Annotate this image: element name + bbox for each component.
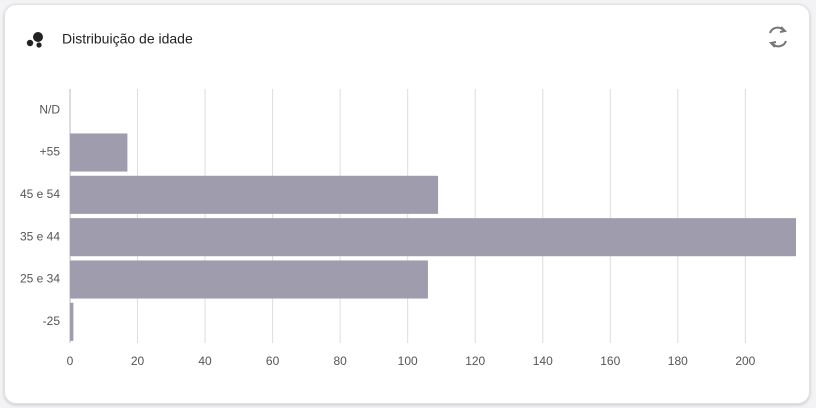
y-tick-label: N/D xyxy=(39,102,60,116)
x-tick-label: 0 xyxy=(67,354,74,368)
bar xyxy=(70,133,128,172)
x-tick-label: 180 xyxy=(668,354,688,368)
chart-icon xyxy=(26,32,43,48)
bar xyxy=(70,302,74,341)
x-tick-label: 60 xyxy=(266,354,280,368)
bar xyxy=(70,218,796,257)
chart-title: Distribuição de idade xyxy=(62,31,193,47)
x-tick-label: 40 xyxy=(198,354,212,368)
y-tick-label: 45 e 54 xyxy=(20,187,60,201)
refresh-button[interactable] xyxy=(768,26,788,48)
bar xyxy=(70,175,439,214)
x-tick-label: 20 xyxy=(131,354,145,368)
y-tick-label: 25 e 34 xyxy=(20,272,60,286)
x-tick-label: 160 xyxy=(600,354,620,368)
y-tick-label: -25 xyxy=(43,314,61,328)
x-tick-label: 120 xyxy=(465,354,485,368)
x-tick-label: 200 xyxy=(735,354,755,368)
x-tick-label: 80 xyxy=(333,354,347,368)
x-tick-label: 140 xyxy=(533,354,553,368)
y-tick-label: 35 e 44 xyxy=(20,229,60,243)
y-tick-label: +55 xyxy=(40,145,61,159)
bar xyxy=(70,260,428,299)
x-tick-label: 100 xyxy=(398,354,418,368)
